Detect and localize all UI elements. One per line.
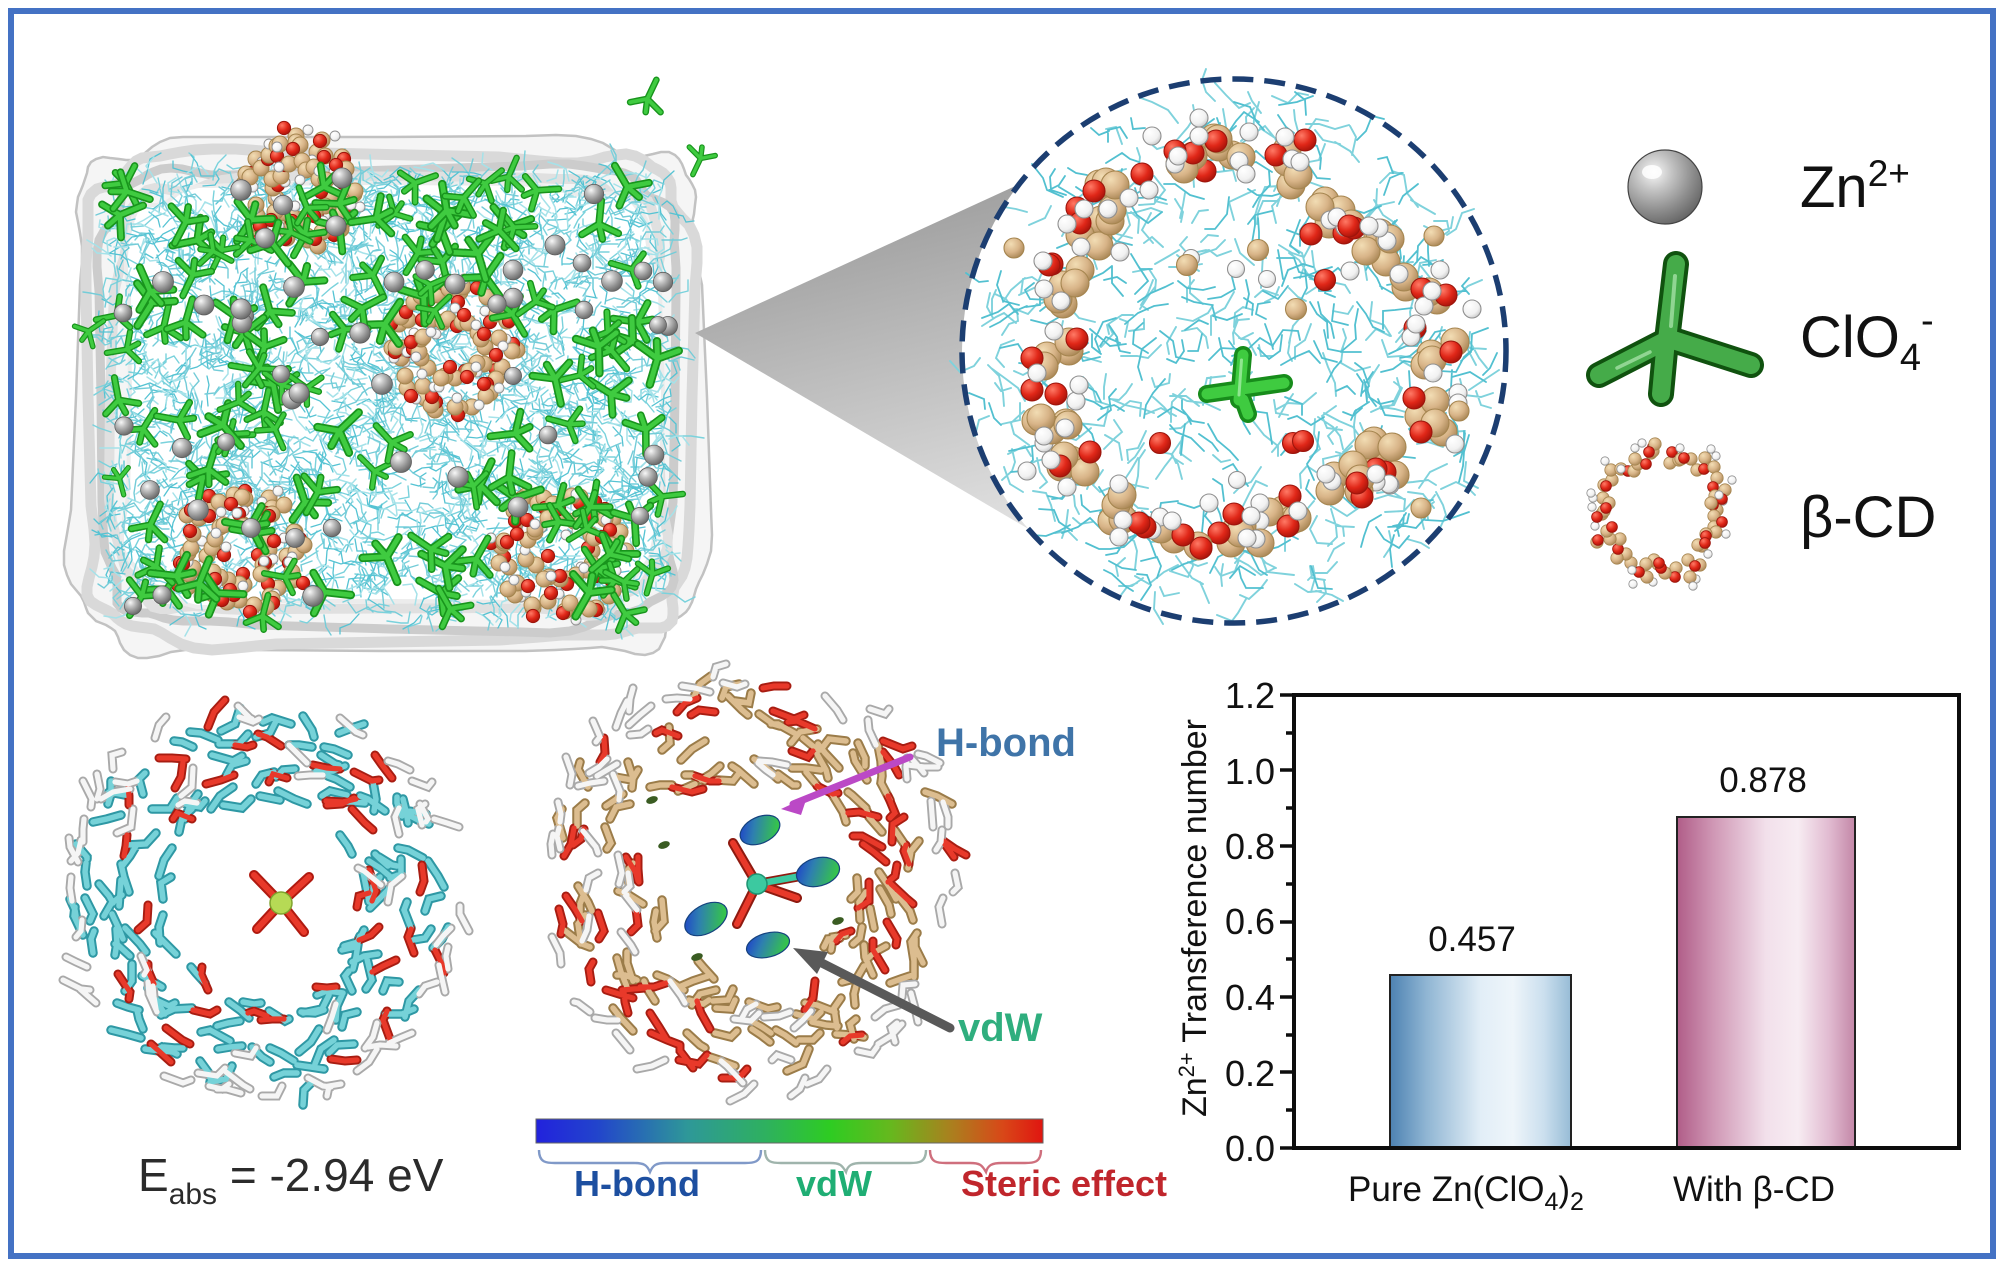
svg-text:vdW: vdW: [958, 1006, 1043, 1050]
svg-text:0.6: 0.6: [1225, 901, 1275, 942]
svg-text:β-CD: β-CD: [1800, 485, 1936, 550]
svg-text:0.0: 0.0: [1225, 1128, 1275, 1169]
svg-text:0.8: 0.8: [1225, 826, 1275, 867]
svg-text:H-bond: H-bond: [574, 1163, 700, 1204]
svg-text:1.0: 1.0: [1225, 751, 1275, 792]
svg-text:1.2: 1.2: [1225, 675, 1275, 716]
svg-text:vdW: vdW: [796, 1163, 872, 1204]
svg-text:H-bond: H-bond: [936, 721, 1076, 765]
svg-text:0.878: 0.878: [1719, 761, 1807, 800]
svg-text:0.457: 0.457: [1428, 920, 1516, 959]
svg-text:0.4: 0.4: [1225, 977, 1275, 1018]
svg-text:Zn2+ Transference number: Zn2+ Transference number: [1174, 719, 1214, 1117]
svg-text:Steric effect: Steric effect: [961, 1163, 1167, 1204]
svg-text:With β-CD: With β-CD: [1673, 1170, 1835, 1209]
svg-text:0.2: 0.2: [1225, 1053, 1275, 1094]
